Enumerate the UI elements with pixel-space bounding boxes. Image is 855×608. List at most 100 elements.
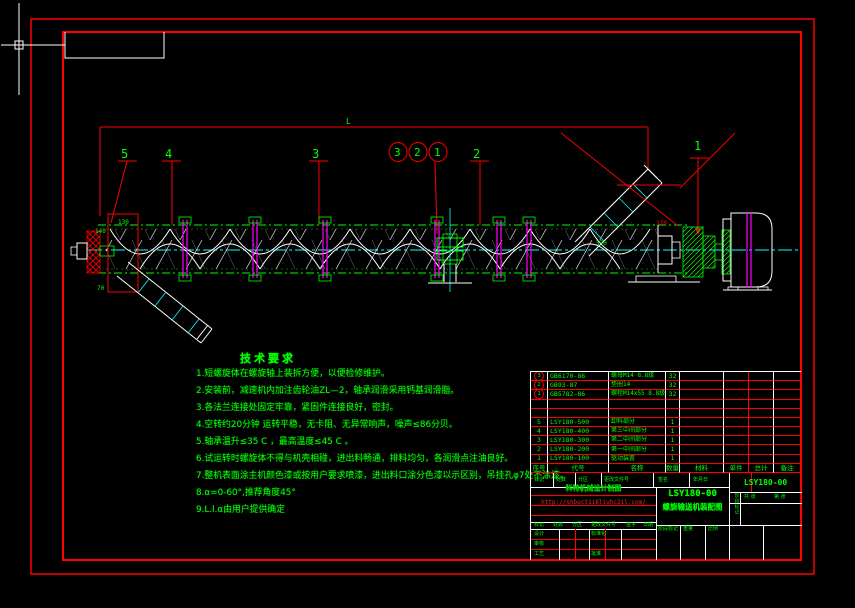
tech-requirement-item: 6.试运转时螺旋体不得与机壳相碰，进出料畅通，排料均匀，各润滑点注油良好。 bbox=[196, 454, 514, 464]
tb-std: 标准化 bbox=[591, 531, 607, 537]
bom-row-name: 垫圈14 bbox=[609, 381, 666, 391]
bom-row-no: 4 bbox=[531, 427, 548, 437]
bom-row-qty: 32 bbox=[666, 390, 680, 400]
bom-row-qty: 1 bbox=[666, 454, 680, 464]
balloon-group-321: 3 2 1 bbox=[388, 142, 448, 235]
bom-row-qty: 1 bbox=[666, 436, 680, 446]
tech-requirement-item: 4.空转约20分钟 运转平稳，无卡阻、无异常响声，噪声≤86分贝。 bbox=[196, 420, 458, 430]
tech-requirement-item: 9.L.l.α由用户提供确定 bbox=[196, 505, 285, 515]
bom-row-no: 2 bbox=[531, 381, 548, 391]
bom-row-no: 3 bbox=[531, 372, 548, 382]
drive-unit bbox=[628, 212, 773, 291]
gearbox bbox=[682, 226, 704, 278]
tb-check: 审核 bbox=[534, 541, 545, 547]
callout-5: 5 bbox=[121, 147, 128, 161]
tb-design: 设计 bbox=[534, 531, 545, 537]
watermark-url: http://shbuct1i8liuhc2il.com/ bbox=[541, 499, 646, 506]
crosshair-cursor bbox=[1, 3, 65, 95]
bom-row-name: 第一中间部分 bbox=[609, 445, 666, 455]
bom-header-name: 名称 bbox=[609, 463, 666, 473]
flange-joint bbox=[178, 216, 192, 282]
bom-row-name: 螺母M14 8.8级 bbox=[609, 372, 666, 382]
stage-mark-vertical: 阶段标记 bbox=[734, 493, 739, 515]
bom-row-code: LSY180-300 bbox=[548, 436, 609, 446]
dim-140: 140 bbox=[95, 228, 106, 235]
tail-dim-box bbox=[107, 213, 139, 293]
dim-370: 370 bbox=[656, 220, 667, 227]
callout-3: 3 bbox=[312, 147, 319, 161]
title-block: 标记 处数 分区 更改文件号 签名 年月日 科特机械设计制图 http://sh… bbox=[530, 473, 802, 560]
bom-row-no: 1 bbox=[531, 390, 548, 400]
tail-end: 130 140 70 bbox=[70, 213, 213, 344]
tech-requirements-title: 技术要求 bbox=[240, 352, 296, 365]
bom-row-code: GB93-87 bbox=[548, 381, 609, 391]
bom-row-code: LSY180-200 bbox=[548, 445, 609, 455]
bom-row-no: 5 bbox=[531, 417, 548, 428]
tb-craft: 工艺 bbox=[534, 551, 545, 557]
bom-row-qty: 1 bbox=[666, 427, 680, 437]
bom-row-qty: 32 bbox=[666, 381, 680, 391]
flange-joints bbox=[178, 216, 536, 282]
hanger-bearing bbox=[428, 208, 472, 292]
tb-label-sign: 签名 bbox=[658, 477, 669, 483]
bom-row-code: LSY180-100 bbox=[548, 454, 609, 464]
bom-row-code: LSY180-400 bbox=[548, 427, 609, 437]
bom-header-material: 材料 bbox=[680, 463, 724, 473]
balloon-2: 2 bbox=[414, 146, 421, 159]
tech-requirement-item: 3.各法兰连接处固定牢靠，紧固件连接良好，密封。 bbox=[196, 403, 399, 413]
tech-requirement-item: 7.整机表面涂主机颜色漆或按用户要求喷漆，进出料口涂分色漆以示区别，吊挂孔φ7处… bbox=[196, 471, 569, 481]
tech-requirement-item: 1.短螺旋体在螺旋轴上装拆方便，以便检修维护。 bbox=[196, 369, 390, 379]
bom-row-name: 卸料部分 bbox=[609, 417, 666, 428]
tb-label-count: 处数 bbox=[556, 477, 567, 483]
callout-2: 2 bbox=[473, 147, 480, 161]
parts-table: 3 GB6170-86 螺母M14 8.8级 32 2 GB93-87 垫圈14… bbox=[530, 371, 801, 473]
balloon-1: 1 bbox=[434, 146, 441, 159]
dim-70: 70 bbox=[97, 285, 105, 292]
bom-row-code: GB5782-86 bbox=[548, 390, 609, 400]
bom-row-name: 第三中间部分 bbox=[609, 427, 666, 437]
tb-approve: 批准 bbox=[591, 551, 602, 557]
bom-header-unit: 单件 bbox=[724, 463, 749, 473]
bom-row-no: 3 bbox=[531, 436, 548, 446]
bom-header-total: 总计 bbox=[749, 463, 774, 473]
tech-requirement-item: 2.安装前，减速机内加注齿轮油ZL—2，轴承润滑采用钙基润滑脂。 bbox=[196, 386, 460, 396]
callout-1: 1 bbox=[694, 139, 701, 153]
flange-joint bbox=[318, 216, 332, 282]
flange-joint bbox=[430, 216, 444, 282]
bom-row-name: 螺栓M14x55 8.8级 bbox=[609, 390, 666, 400]
drawing-number-right: LSY180-00 bbox=[743, 478, 788, 487]
balloon-3: 3 bbox=[394, 146, 401, 159]
bom-row-name: 第二中间部分 bbox=[609, 436, 666, 446]
datum-rectangle bbox=[64, 32, 165, 59]
bom-row-qty: 1 bbox=[666, 445, 680, 455]
tech-requirement-item: 8.α=0-60°,推荐角度45° bbox=[196, 488, 296, 498]
screw-flights bbox=[106, 229, 658, 269]
discharge-chute bbox=[116, 261, 213, 344]
flange-joint bbox=[522, 216, 536, 282]
bom-row-no: 1 bbox=[531, 454, 548, 464]
inlet-chute: 570 370 bbox=[560, 132, 736, 257]
dim-570: 570 bbox=[596, 240, 607, 247]
drawing-title: 螺旋输送机装配图 bbox=[662, 502, 723, 511]
dim-130: 130 bbox=[118, 219, 129, 226]
bom-header-code: 代号 bbox=[548, 463, 609, 473]
bom-header-no: 序号 bbox=[531, 463, 548, 473]
tb-label-mark: 标记 bbox=[534, 477, 545, 483]
bom-header-remark: 备注 bbox=[774, 464, 800, 473]
sheet-borders bbox=[30, 18, 815, 575]
overall-dimension: L bbox=[99, 117, 649, 216]
bom-header-qty: 数量 bbox=[666, 463, 680, 473]
flange-joint bbox=[248, 216, 262, 282]
callouts: 5 4 3 3 2 1 2 1 bbox=[110, 139, 709, 235]
tech-requirement-item: 5.轴承温升≤35 C ，最高温度≤45 C 。 bbox=[196, 437, 354, 447]
tb-label-docno: 更改文件号 bbox=[604, 477, 630, 483]
watermark-text: 科特机械设计制图 bbox=[565, 484, 622, 492]
bom-row-code: GB6170-86 bbox=[548, 372, 609, 382]
tb-label-date: 年月日 bbox=[693, 477, 709, 483]
bom-row-no: 2 bbox=[531, 445, 548, 455]
drawing-number: LSY180-00 bbox=[668, 489, 717, 499]
conveyor-trough bbox=[88, 224, 800, 274]
tb-label-zone: 分区 bbox=[578, 477, 589, 483]
